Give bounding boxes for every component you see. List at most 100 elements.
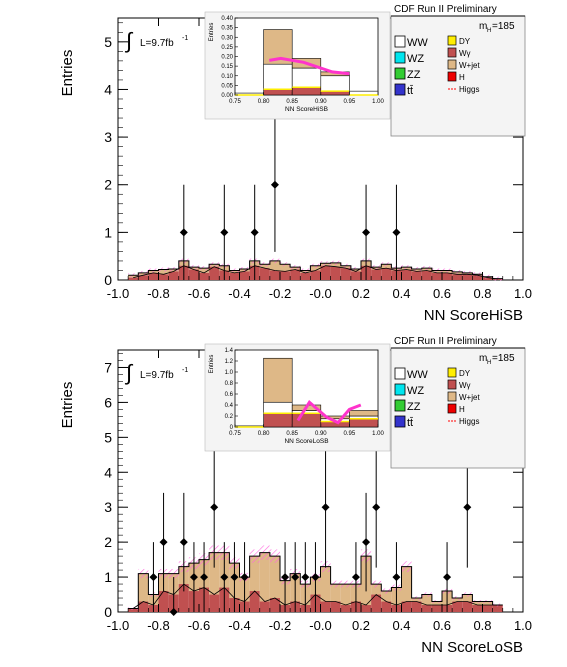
legend-swatch-right-3 xyxy=(447,403,457,414)
bar-wgamma xyxy=(452,601,463,612)
data-point xyxy=(362,538,371,547)
bar-wgamma xyxy=(239,271,250,280)
inset-y-tick-label: 0.6 xyxy=(225,392,234,398)
x-tick-label: -0.4 xyxy=(228,286,250,301)
panel-hisb: -1.0 -0.8 -0.6 -0.4 -0.2 -0.0 0.2 0.4 0.6 0.8 1.00… xyxy=(59,4,532,324)
mass-subscript: H xyxy=(487,360,491,366)
bar-wgamma xyxy=(421,270,432,280)
x-tick-label: -1.0 xyxy=(107,286,129,301)
inset-y-tick-label: 0.8 xyxy=(225,381,234,387)
inset-y-tick-label: 0.40 xyxy=(221,16,233,22)
bar-wgamma xyxy=(290,269,301,280)
data-point xyxy=(189,573,198,582)
bar-wgamma xyxy=(462,274,473,280)
inset-y-tick-label: 0.25 xyxy=(221,45,233,51)
data-point xyxy=(220,573,229,582)
inset-bar xyxy=(263,357,293,403)
legend-label-right-2: W+jet xyxy=(459,393,480,402)
x-tick-label: -0.0 xyxy=(309,618,331,633)
data-point xyxy=(301,573,310,582)
mass-subscript: H xyxy=(487,28,491,34)
data-point xyxy=(392,573,401,582)
bar-wgamma xyxy=(310,270,321,280)
inset-bar xyxy=(263,412,293,428)
bar-wjet xyxy=(482,601,493,606)
data-point xyxy=(392,228,401,237)
bar-wgamma xyxy=(280,271,291,280)
inset-y-tick-label: 0.05 xyxy=(221,83,233,89)
lumi-exponent: -1 xyxy=(182,367,188,374)
x-tick-label: 0.2 xyxy=(352,286,370,301)
x-tick-label: 1.0 xyxy=(514,286,532,301)
data-point xyxy=(270,180,279,189)
x-tick-label: -0.0 xyxy=(309,286,331,301)
y-tick-label: 2 xyxy=(104,534,112,550)
bar-wjet xyxy=(371,584,382,595)
inset-y-axis-title: Entries xyxy=(209,23,215,42)
bar-wgamma xyxy=(431,272,442,280)
legend-swatch-2 xyxy=(394,399,406,412)
x-tick-label: -0.4 xyxy=(228,618,250,633)
bar-wjet xyxy=(431,601,442,606)
y-tick-label: 0 xyxy=(104,604,112,620)
inset-y-tick-label: 0.20 xyxy=(221,55,233,61)
bar-wgamma xyxy=(168,271,179,280)
lumi-exponent: -1 xyxy=(182,35,188,42)
data-point xyxy=(291,573,300,582)
data-point xyxy=(149,573,158,582)
data-point xyxy=(159,538,168,547)
x-tick-label: 0.6 xyxy=(433,286,451,301)
bar-wgamma xyxy=(320,265,331,280)
mass-prefix: m xyxy=(479,21,487,32)
x-tick-label: -0.6 xyxy=(188,618,210,633)
bar-wgamma xyxy=(158,274,169,280)
legend-label-right-4: Higgs xyxy=(459,417,479,426)
bar-wgamma xyxy=(259,268,270,280)
inset-hisb: 0.75 0.80 0.85 0.90 0.95 1.00 0.00 0.05 0.10 0.15… xyxy=(204,11,391,120)
legend-label-1: WZ xyxy=(407,385,424,397)
bar-wjet xyxy=(138,573,149,602)
y-tick-label: 6 xyxy=(104,394,112,410)
bar-wgamma xyxy=(442,272,453,280)
x-axis-title: NN ScoreLoSB xyxy=(421,639,523,656)
x-tick-label: 1.0 xyxy=(514,618,532,633)
bar-wgamma xyxy=(249,591,260,612)
inset-y-tick-label: 0.4 xyxy=(225,403,234,409)
lumi-label: L=9.7fb xyxy=(140,370,174,381)
y-tick-label: 5 xyxy=(104,429,112,445)
bar-wgamma xyxy=(209,266,220,280)
legend-label-2: ZZ xyxy=(407,69,421,81)
bar-wgamma xyxy=(371,594,382,612)
bar-wgamma xyxy=(340,268,351,280)
bar-wgamma xyxy=(350,271,361,280)
legend-swatch-right-1 xyxy=(447,47,457,58)
legend-swatch-right-3 xyxy=(447,71,457,82)
bar-wgamma xyxy=(411,601,422,612)
y-tick-label: 4 xyxy=(104,464,112,480)
data-point xyxy=(179,538,188,547)
legend-swatch-right-0 xyxy=(447,367,457,378)
x-tick-label: -1.0 xyxy=(107,618,129,633)
inset-y-tick-label: 1.4 xyxy=(225,348,234,354)
bar-wjet xyxy=(310,265,321,271)
data-point xyxy=(321,503,330,512)
inset-x-tick-label: 0.75 xyxy=(229,431,241,437)
integral-symbol: ∫ xyxy=(124,28,134,53)
inset-x-tick-label: 0.85 xyxy=(286,99,298,105)
background-total-line xyxy=(128,552,503,609)
bar-wjet xyxy=(158,269,169,275)
x-tick-label: 0.4 xyxy=(392,286,410,301)
legend-label-0: WW xyxy=(407,369,428,381)
bar-wgamma xyxy=(340,605,351,612)
inset-x-tick-label: 0.95 xyxy=(344,99,356,105)
bar-wjet xyxy=(462,594,473,602)
x-tick-label: -0.2 xyxy=(269,286,291,301)
bar-wjet xyxy=(401,566,412,602)
bar-wgamma xyxy=(462,601,473,612)
data-point xyxy=(463,503,472,512)
legend-swatch-1 xyxy=(394,51,406,64)
inset-losb: 0.75 0.80 0.85 0.90 0.95 1.00 0 0.2 0.4 0.6 0.8 1.0… xyxy=(204,343,391,452)
y-tick-label: 5 xyxy=(104,34,112,50)
bar-wjet xyxy=(452,598,463,602)
legend-label-right-1: Wγ xyxy=(459,381,471,390)
